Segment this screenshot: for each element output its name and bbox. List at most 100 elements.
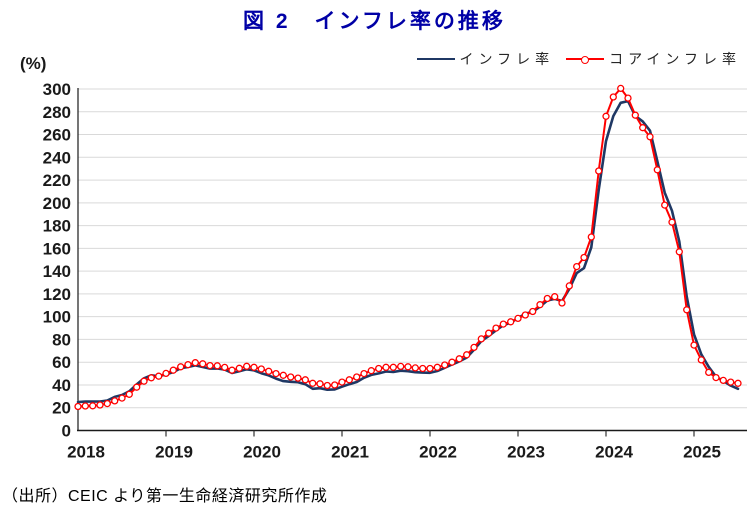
data-point-marker (367, 367, 375, 375)
data-point-marker (206, 361, 214, 370)
data-point-marker (353, 373, 361, 381)
data-point-marker (323, 381, 331, 390)
data-point-marker (455, 355, 463, 363)
data-point-marker (668, 218, 676, 226)
data-point-marker (147, 374, 155, 382)
data-point-marker (492, 324, 500, 332)
data-point-marker (140, 377, 148, 385)
data-point-marker (287, 373, 295, 381)
data-point-marker (631, 111, 639, 119)
y-tick-label: 100 (43, 308, 71, 327)
data-point-marker (133, 383, 141, 391)
data-point-marker (617, 84, 625, 93)
y-tick-label: 20 (52, 399, 71, 418)
legend-label-core-inflation: コアインフレ率 (609, 51, 741, 67)
data-point-marker (609, 93, 617, 101)
data-point-marker (221, 363, 229, 372)
data-point-marker (551, 293, 559, 301)
data-point-marker (463, 351, 471, 359)
series-line-core-inflation (77, 87, 739, 408)
data-point-marker (89, 402, 97, 410)
y-tick-label: 260 (43, 126, 71, 145)
legend-line-swatch-core-inflation (566, 56, 605, 64)
legend-circle-marker-icon (581, 56, 590, 64)
data-point-marker (125, 390, 133, 398)
data-point-marker (118, 394, 126, 402)
data-point-marker (727, 378, 735, 386)
data-point-marker (301, 376, 309, 384)
data-point-marker (360, 369, 368, 378)
data-point-marker (719, 376, 727, 385)
data-point-marker (213, 362, 221, 370)
data-point-marker (683, 306, 691, 314)
y-tick-label: 120 (43, 285, 71, 304)
data-point-marker (375, 364, 383, 373)
data-point-marker (316, 380, 324, 388)
data-point-marker (389, 363, 397, 371)
data-point-marker (573, 262, 581, 271)
data-point-marker (602, 112, 610, 120)
data-point-marker (697, 356, 705, 364)
data-point-marker (521, 311, 529, 319)
data-point-marker (565, 282, 573, 290)
x-tick-label: 2021 (331, 443, 369, 462)
chart-title: 図 2 インフレ率の推移 (243, 10, 506, 33)
data-point-marker (191, 359, 199, 367)
data-point-marker (96, 401, 104, 409)
data-point-marker (309, 379, 317, 387)
x-tick-label: 2019 (155, 443, 193, 462)
plot-area: 0 20 40 60 80 100 120 140 160 180 200 220 240 260 280 3… (43, 80, 747, 462)
data-point-marker (477, 335, 485, 343)
data-point-marker (279, 371, 287, 379)
source-note: （出所）CEIC より第一生命経済研究所作成 (2, 488, 328, 505)
legend-item-inflation: インフレ率 (416, 49, 555, 69)
data-point-marker (426, 364, 434, 373)
data-point-marker (639, 124, 647, 132)
data-point-marker (250, 363, 258, 371)
data-point-marker (529, 307, 537, 316)
data-point-marker (169, 366, 177, 374)
data-point-marker (653, 166, 661, 174)
data-point-marker (646, 133, 654, 141)
data-point-marker (294, 374, 302, 382)
y-tick-label: 140 (43, 262, 71, 281)
data-point-marker (536, 301, 544, 309)
legend-label-inflation: インフレ率 (459, 51, 555, 67)
data-point-marker (382, 363, 390, 371)
x-tick-label: 2023 (507, 443, 545, 462)
data-point-marker (558, 299, 566, 307)
data-point-marker (74, 402, 82, 411)
y-tick-label: 200 (43, 194, 71, 213)
legend-item-core-inflation: コアインフレ率 (566, 49, 741, 69)
data-point-marker (580, 253, 588, 262)
data-point-marker (514, 314, 522, 323)
data-point-marker (624, 94, 632, 102)
y-tick-label: 160 (43, 239, 71, 258)
y-tick-label: 40 (52, 376, 71, 395)
y-tick-label: 280 (43, 103, 71, 122)
data-point-marker (705, 368, 713, 377)
data-point-marker (411, 364, 419, 372)
data-point-marker (272, 369, 280, 378)
data-point-marker (199, 360, 207, 368)
data-point-marker (184, 361, 192, 369)
data-point-marker (162, 369, 170, 378)
y-tick-label: 180 (43, 217, 71, 236)
data-point-marker (507, 318, 515, 326)
data-point-marker (404, 363, 412, 371)
data-point-marker (543, 294, 551, 303)
data-point-marker (595, 167, 603, 175)
x-tick-label: 2018 (67, 443, 105, 462)
data-point-marker (243, 362, 251, 370)
data-point-marker (690, 341, 698, 349)
data-point-marker (235, 364, 243, 372)
legend-line-swatch-inflation (416, 58, 455, 60)
data-point-marker (587, 233, 595, 241)
y-tick-label: 240 (43, 148, 71, 167)
data-point-marker (265, 367, 273, 375)
y-tick-label: 300 (43, 80, 71, 99)
data-point-marker (155, 372, 163, 380)
data-point-marker (111, 397, 119, 405)
data-point-marker (331, 381, 339, 389)
y-axis-unit-label: (%) (20, 54, 47, 73)
